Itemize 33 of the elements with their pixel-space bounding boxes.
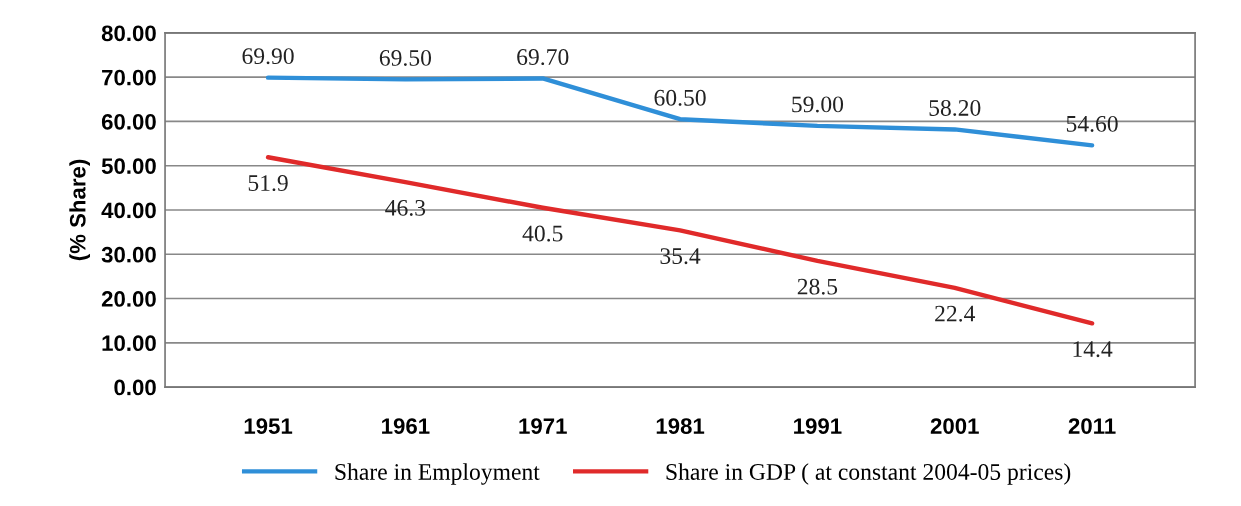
data-label: 69.70 bbox=[517, 49, 569, 66]
data-label: 35.4 bbox=[660, 248, 701, 265]
x-tick-label: 2001 bbox=[930, 418, 979, 434]
data-label: 59.00 bbox=[792, 96, 844, 113]
y-tick-label: 70.00 bbox=[102, 69, 156, 86]
y-tick-label: 20.00 bbox=[101, 291, 156, 307]
x-tick-label: 1971 bbox=[519, 418, 567, 434]
x-tick-label: 1991 bbox=[794, 418, 842, 434]
y-tick-label: 60.00 bbox=[101, 113, 156, 130]
y-axis-title: (% Share) bbox=[69, 159, 90, 261]
x-tick-label: 1961 bbox=[382, 418, 430, 434]
data-label: 58.20 bbox=[929, 99, 981, 116]
data-label: 28.5 bbox=[797, 278, 838, 295]
data-label: 14.4 bbox=[1073, 341, 1113, 358]
data-label: 60.50 bbox=[654, 89, 706, 106]
data-label: 40.5 bbox=[522, 225, 563, 242]
data-label: 51.9 bbox=[248, 175, 288, 192]
data-label: 22.4 bbox=[935, 305, 976, 322]
y-tick-label: 80.00 bbox=[101, 25, 156, 42]
data-label: 69.50 bbox=[379, 49, 432, 66]
y-tick-label: 10.00 bbox=[102, 335, 156, 352]
data-label: 46.3 bbox=[385, 199, 426, 216]
data-label: 69.90 bbox=[242, 48, 294, 65]
y-tick-label: 30.00 bbox=[101, 246, 156, 263]
data-label: 54.60 bbox=[1066, 115, 1118, 132]
legend-label: Share in Employment bbox=[335, 463, 540, 485]
y-tick-label: 50.00 bbox=[101, 158, 156, 174]
x-tick-label: 1981 bbox=[656, 418, 705, 434]
x-tick-label: 1951 bbox=[244, 418, 293, 434]
x-tick-label: 2011 bbox=[1068, 418, 1116, 434]
legend-label: Share in GDP ( at constant 2004-05 prices) bbox=[666, 463, 1071, 485]
y-tick-label: 0.00 bbox=[114, 379, 156, 396]
y-tick-label: 40.00 bbox=[101, 202, 156, 219]
